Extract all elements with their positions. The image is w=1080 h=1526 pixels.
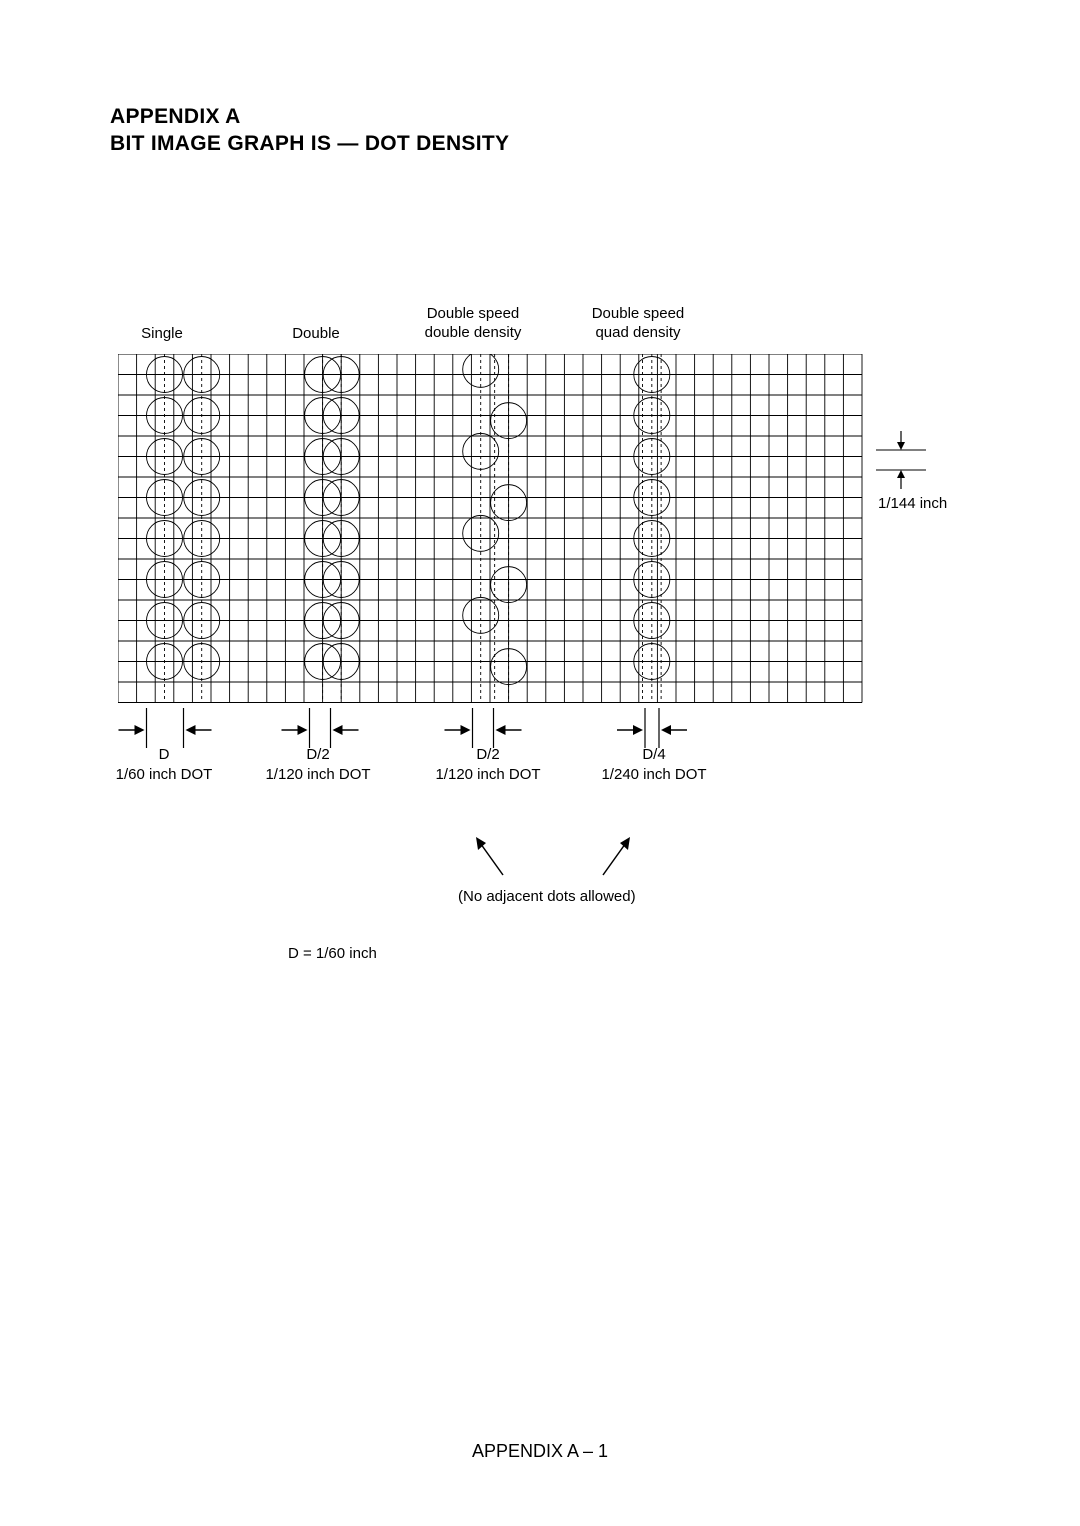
column-spacing-label: D/21/120 inch DOT bbox=[238, 745, 398, 786]
appendix-subtitle: BIT IMAGE GRAPH IS — DOT DENSITY bbox=[110, 132, 509, 156]
column-header: Double bbox=[241, 325, 391, 342]
column-spacing-label: D1/60 inch DOT bbox=[84, 745, 244, 786]
column-spacing-label: D/21/120 inch DOT bbox=[408, 745, 568, 786]
column-header: Single bbox=[87, 325, 237, 342]
d-equation: D = 1/60 inch bbox=[288, 945, 377, 962]
column-header: Double speedquad density bbox=[563, 305, 713, 343]
column-spacing-label: D/41/240 inch DOT bbox=[574, 745, 734, 786]
row-spacing-label: 1/144 inch bbox=[878, 495, 947, 512]
no-adjacent-label: (No adjacent dots allowed) bbox=[458, 888, 636, 905]
page-footer: APPENDIX A – 1 bbox=[0, 1441, 1080, 1462]
column-header: Double speeddouble density bbox=[398, 305, 548, 343]
appendix-title: APPENDIX A bbox=[110, 105, 241, 129]
no-adjacent-arrows bbox=[448, 830, 708, 890]
grid-svg bbox=[118, 354, 864, 705]
